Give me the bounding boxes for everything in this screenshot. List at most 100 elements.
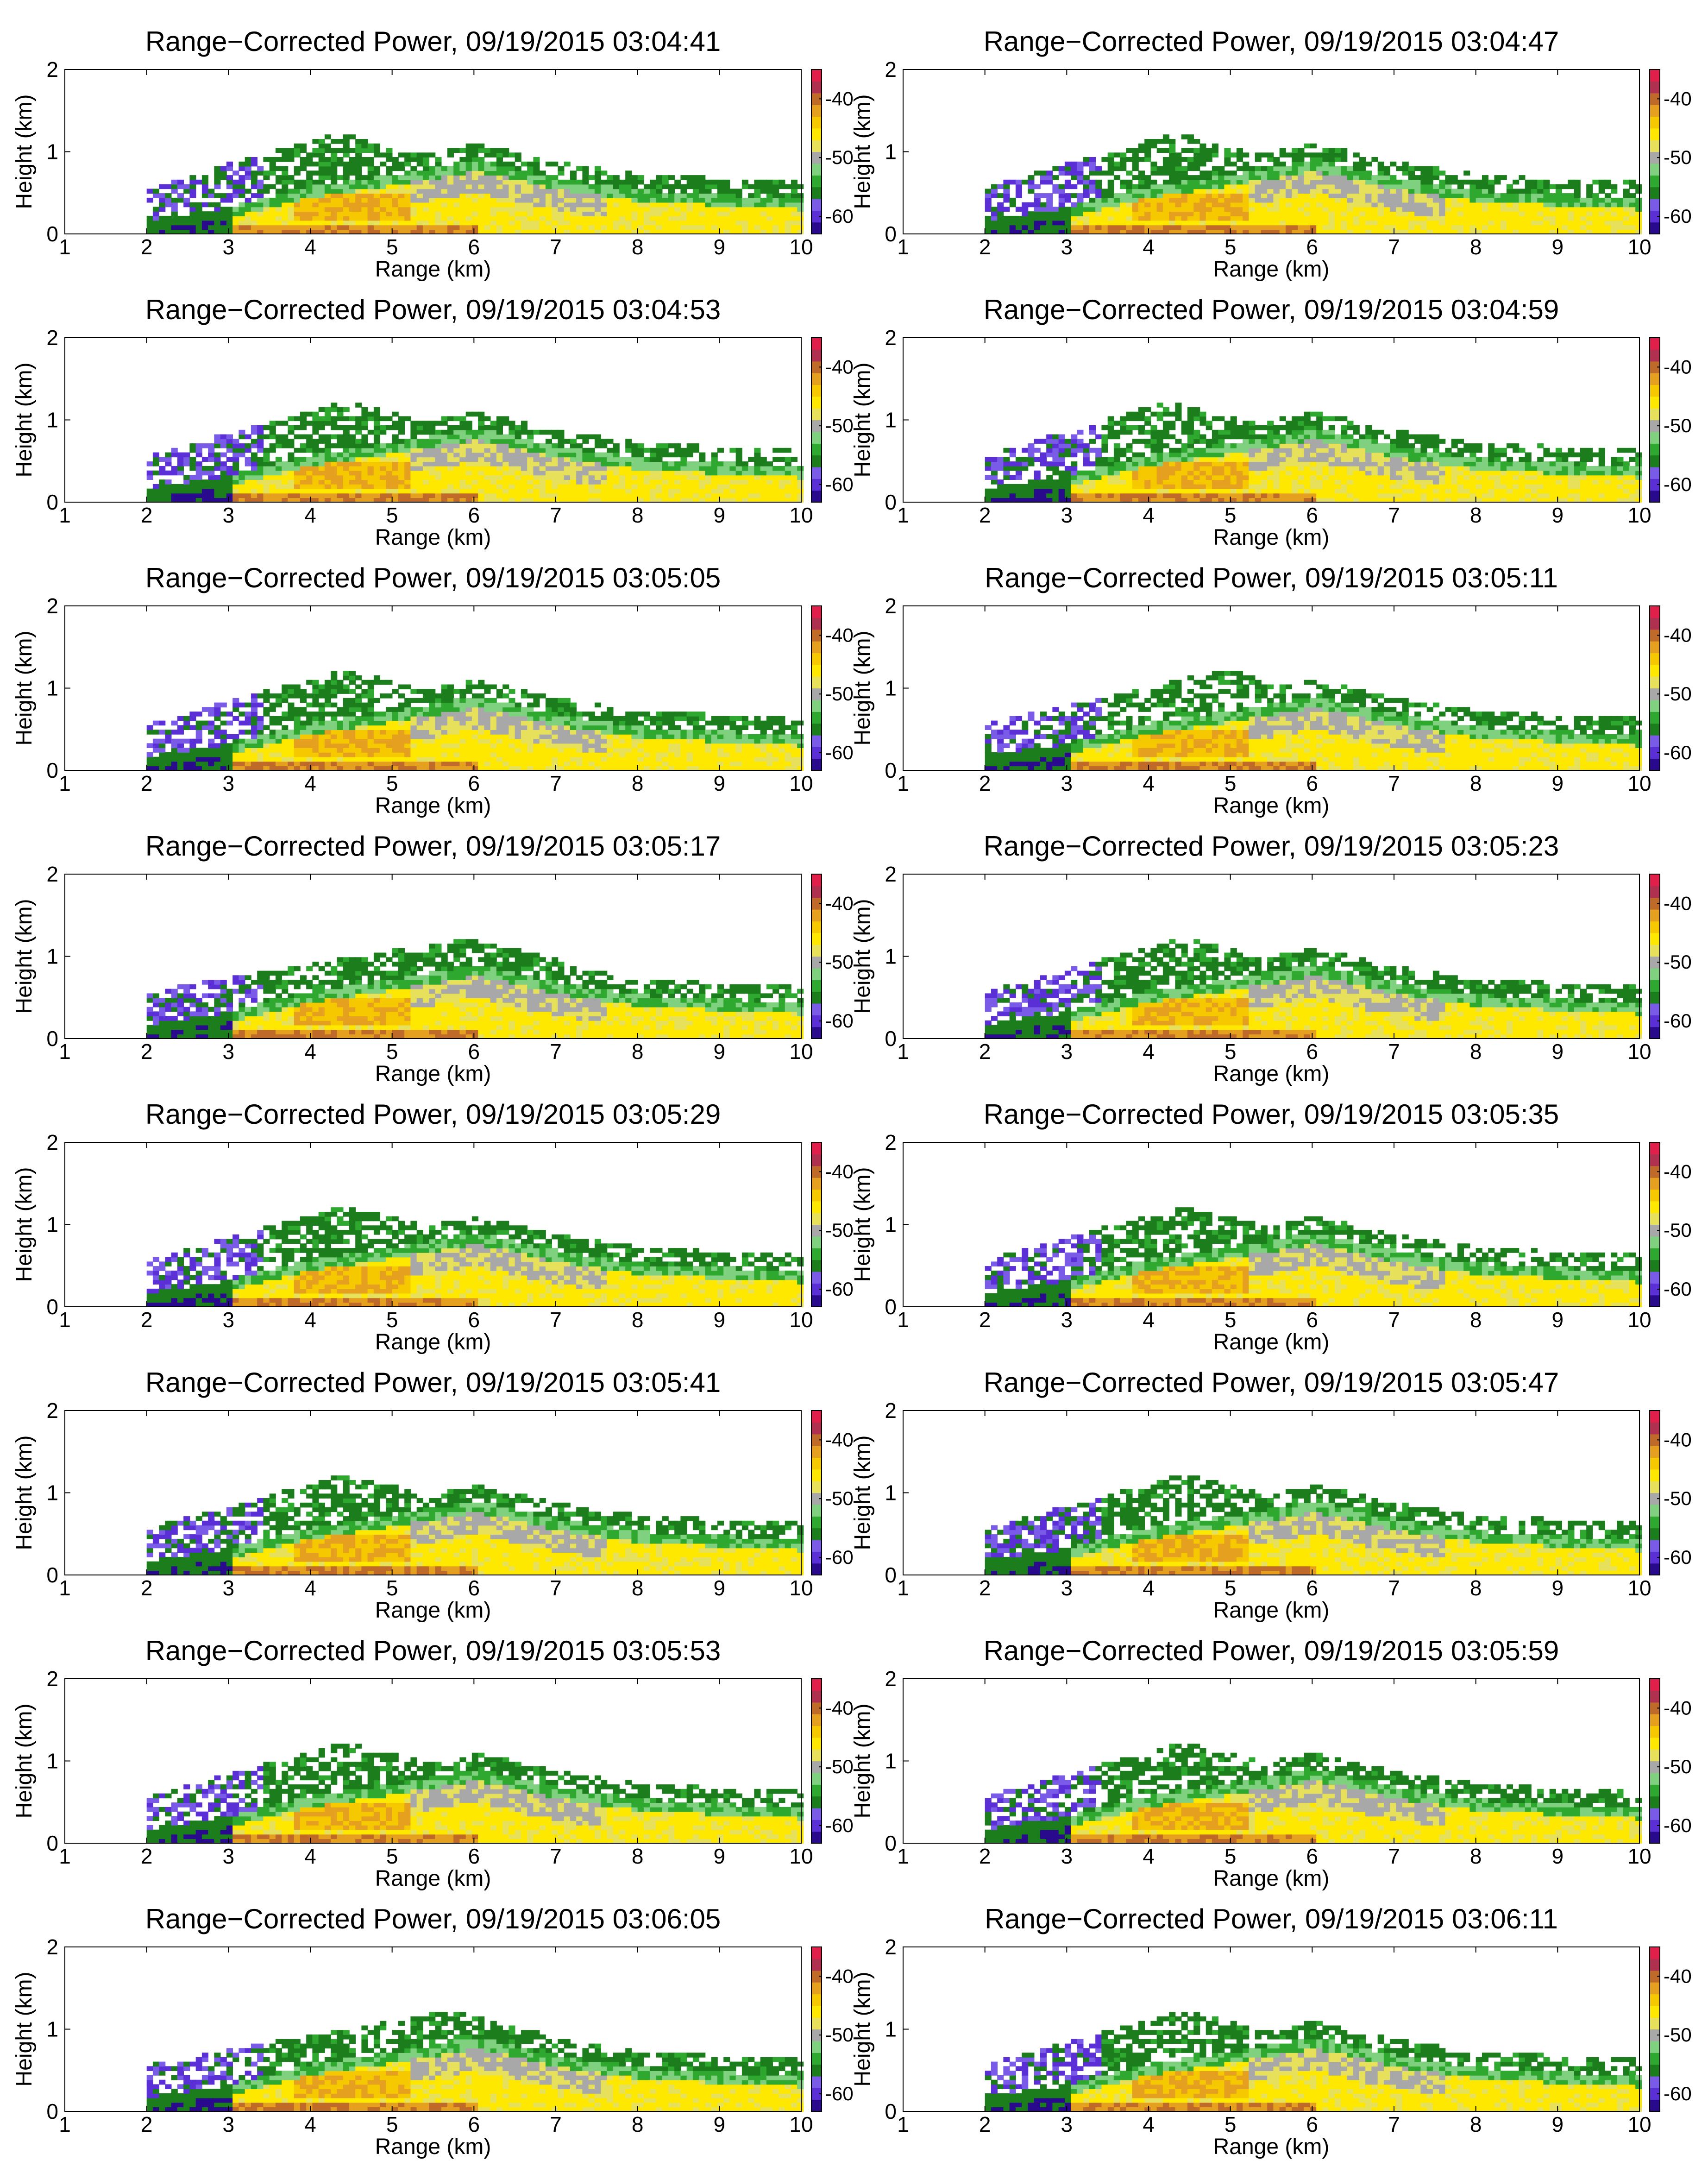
heatmap-cell	[435, 488, 442, 494]
heatmap-cell	[380, 479, 387, 485]
heatmap-cell	[650, 225, 657, 230]
heatmap-cell	[509, 461, 515, 466]
heatmap-cell	[312, 193, 319, 198]
heatmap-cell	[1046, 484, 1053, 489]
heatmap-cell	[208, 466, 215, 471]
heatmap-cell	[1359, 179, 1366, 185]
x-axis-label: Range (km)	[375, 257, 491, 282]
heatmap-cell	[1285, 184, 1292, 189]
heatmap-cell	[306, 215, 313, 221]
heatmap-cell	[1562, 193, 1569, 198]
heatmap-cell	[1292, 229, 1299, 234]
heatmap-cell	[1500, 229, 1507, 234]
heatmap-cell	[465, 179, 472, 185]
heatmap-cell	[1175, 215, 1182, 221]
heatmap-cell	[1494, 229, 1501, 234]
heatmap-cell	[699, 229, 706, 234]
heatmap-cell	[306, 457, 313, 462]
heatmap-cell	[754, 225, 761, 230]
heatmap-cell	[361, 439, 368, 444]
heatmap-cell	[748, 470, 755, 476]
heatmap-cell	[1058, 166, 1065, 171]
heatmap-cell	[1101, 425, 1108, 430]
heatmap-cell	[465, 421, 472, 426]
heatmap-cell	[1279, 175, 1286, 180]
heatmap-cell	[1426, 215, 1433, 221]
heatmap-cell	[570, 184, 577, 189]
heatmap-cell	[441, 229, 448, 234]
heatmap-cell	[337, 475, 344, 480]
heatmap-cell	[1224, 170, 1231, 176]
heatmap-cell	[1052, 443, 1059, 448]
heatmap-cell	[1071, 443, 1078, 448]
heatmap-cell	[1156, 193, 1163, 198]
heatmap-cell	[324, 475, 331, 480]
heatmap-cell	[263, 452, 270, 458]
heatmap-cell	[582, 479, 589, 485]
heatmap-cell	[1261, 175, 1268, 180]
heatmap-cell	[1089, 429, 1096, 435]
heatmap-cell	[509, 225, 515, 230]
colorbar-frame	[1649, 69, 1660, 234]
heatmap-cell	[1009, 466, 1016, 471]
heatmap-cell	[1236, 229, 1243, 234]
heatmap-cell	[545, 184, 552, 189]
heatmap-cell	[214, 457, 221, 462]
heatmap-cell	[226, 475, 233, 480]
colorbar-tick-label: -40	[825, 356, 854, 378]
heatmap-cell	[582, 202, 589, 208]
heatmap-cell	[465, 470, 472, 476]
heatmap-cell	[226, 484, 233, 489]
heatmap-cell	[717, 461, 724, 466]
heatmap-cell	[269, 429, 276, 435]
heatmap-cell	[422, 152, 429, 157]
heatmap-cell	[539, 466, 546, 471]
heatmap-cell	[650, 202, 657, 208]
heatmap-cell	[232, 207, 239, 212]
heatmap-cell	[159, 215, 166, 221]
heatmap-cell	[282, 207, 289, 212]
heatmap-cell	[601, 493, 608, 498]
heatmap-cell	[453, 229, 460, 234]
heatmap-cell	[558, 193, 565, 198]
heatmap-cell	[1371, 189, 1378, 194]
heatmap-cell	[1175, 175, 1182, 180]
heatmap-cell	[355, 403, 362, 408]
heatmap-cell	[564, 439, 571, 444]
heatmap-cell	[1052, 229, 1059, 234]
heatmap-cell	[785, 184, 791, 189]
heatmap-cell	[294, 189, 301, 194]
heatmap-cell	[490, 225, 497, 230]
heatmap-cell	[484, 189, 491, 194]
heatmap-cell	[735, 457, 742, 462]
heatmap-cell	[631, 470, 638, 476]
heatmap-cell	[441, 215, 448, 221]
heatmap-cell	[680, 211, 687, 216]
heatmap-cell	[355, 220, 362, 226]
heatmap-cell	[1432, 189, 1439, 194]
x-tick-label: 9	[1552, 235, 1564, 259]
heatmap-cell	[269, 493, 276, 498]
heatmap-cell	[214, 434, 221, 440]
heatmap-cell	[1334, 189, 1341, 194]
heatmap-cell	[324, 202, 331, 208]
heatmap-cell	[754, 215, 761, 221]
heatmap-cell	[594, 470, 601, 476]
heatmap-cell	[1292, 152, 1299, 157]
heatmap-cell	[251, 170, 257, 176]
heatmap-cell	[373, 484, 380, 489]
heatmap-cell	[539, 484, 546, 489]
heatmap-cell	[398, 475, 405, 480]
heatmap-cell	[521, 498, 527, 503]
heatmap-cell	[588, 461, 595, 466]
heatmap-cell	[306, 152, 313, 157]
heatmap-cell	[748, 479, 755, 485]
heatmap-cell	[754, 466, 761, 471]
heatmap-cell	[1426, 211, 1433, 216]
heatmap-cell	[643, 197, 650, 203]
heatmap-cell	[263, 175, 270, 180]
heatmap-cell	[1169, 152, 1176, 157]
heatmap-cell	[1150, 189, 1157, 194]
heatmap-cell	[1101, 211, 1108, 216]
heatmap-cell	[422, 166, 429, 171]
